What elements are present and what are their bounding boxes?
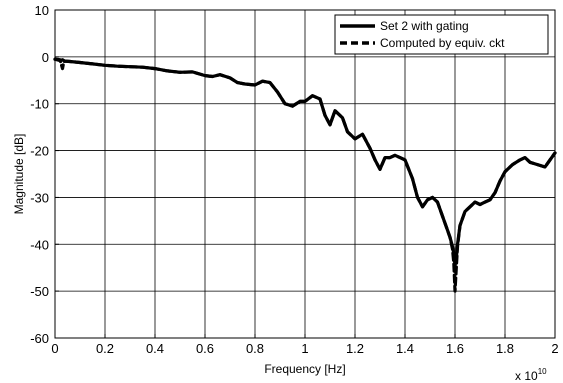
series-line-2: [53, 57, 557, 293]
y-tick-label: 0: [42, 50, 49, 65]
legend-entry-1: Set 2 with gating: [380, 19, 469, 33]
y-tick-labels: 10 0 -10 -20 -30 -40 -50 -60: [30, 3, 49, 346]
svg-text:x 1010: x 1010: [515, 367, 547, 383]
x-tick-label: 1: [301, 341, 308, 356]
x-tick-label: 0.2: [96, 341, 114, 356]
x-axis-label: Frequency [Hz]: [264, 362, 345, 376]
x-tick-label: 0.6: [196, 341, 214, 356]
legend-box: [334, 14, 549, 55]
x-tick-label: 0.4: [146, 341, 164, 356]
legend: Set 2 with gating Computed by equiv. ckt: [334, 14, 549, 55]
x-tick-label: 0.8: [246, 341, 264, 356]
multiplier-exponent: 10: [538, 367, 547, 376]
x-tick-labels: 0 0.2 0.4 0.6 0.8 1 1.2 1.4 1.6 1.8 2: [51, 341, 558, 356]
x-tick-label: 1.6: [446, 341, 464, 356]
y-tick-label: -40: [30, 237, 49, 252]
multiplier-base: x 10: [515, 369, 538, 383]
y-tick-label: -30: [30, 190, 49, 205]
y-axis-label: Magnitude [dB]: [12, 134, 26, 215]
x-tick-label: 1.4: [396, 341, 414, 356]
legend-entry-2: Computed by equiv. ckt: [380, 36, 505, 50]
y-tick-label: -20: [30, 144, 49, 159]
x-tick-label: 1.8: [496, 341, 514, 356]
x-multiplier-label: x 1010: [515, 367, 547, 383]
y-tick-label: -60: [30, 331, 49, 346]
series-group: [53, 57, 557, 293]
y-tick-label: -10: [30, 97, 49, 112]
x-tick-label: 1.2: [346, 341, 364, 356]
ticks: [54, 9, 556, 339]
y-tick-label: -50: [30, 284, 49, 299]
x-tick-label: 0: [51, 341, 58, 356]
x-tick-label: 2: [551, 341, 558, 356]
y-tick-label: 10: [35, 3, 49, 18]
